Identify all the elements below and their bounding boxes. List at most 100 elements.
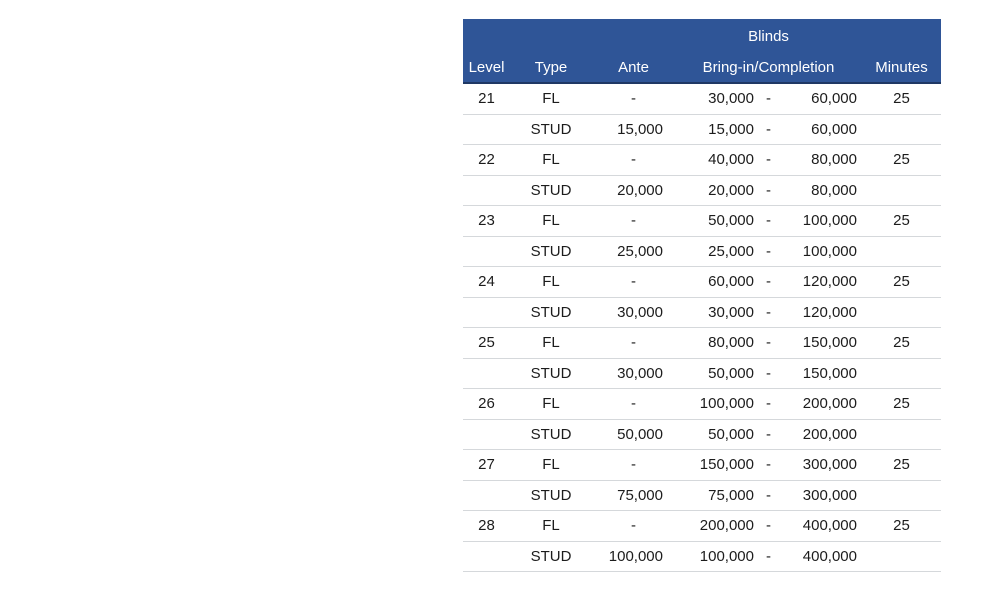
cell-bring-in-high: 150,000 — [802, 334, 857, 352]
table-body: 21 FL - 30,000 - 60,000 25 STUD 15,000 1… — [463, 84, 941, 572]
table-row: 28 FL - 200,000 - 400,000 25 — [463, 511, 941, 542]
table-row: STUD 50,000 50,000 - 200,000 — [463, 420, 941, 450]
cell-separator: - — [766, 90, 771, 108]
cell-bring-in-low: 20,000 — [708, 181, 754, 199]
cell-ante: - — [631, 273, 636, 291]
cell-separator: - — [766, 303, 771, 321]
cell-type: STUD — [530, 425, 572, 443]
cell-minutes: 25 — [893, 151, 910, 169]
cell-bring-in-high: 100,000 — [802, 212, 857, 230]
cell-separator: - — [766, 181, 771, 199]
cell-level: 27 — [478, 456, 495, 474]
cell-type: STUD — [530, 364, 572, 382]
cell-type: FL — [542, 395, 560, 413]
cell-type: STUD — [530, 303, 572, 321]
cell-minutes: 25 — [893, 273, 910, 291]
table-row: STUD 75,000 75,000 - 300,000 — [463, 481, 941, 511]
cell-separator: - — [766, 456, 771, 474]
cell-bring-in-high: 80,000 — [811, 181, 857, 199]
header-ante: Ante — [618, 59, 649, 76]
cell-bring-in-high: 300,000 — [802, 456, 857, 474]
cell-ante: 30,000 — [617, 303, 663, 321]
cell-ante: - — [631, 517, 636, 535]
cell-ante: - — [631, 90, 636, 108]
cell-bring-in-high: 200,000 — [802, 425, 857, 443]
cell-type: FL — [542, 151, 560, 169]
cell-bring-in-low: 40,000 — [708, 151, 754, 169]
cell-bring-in-low: 50,000 — [708, 364, 754, 382]
cell-separator: - — [766, 486, 771, 504]
cell-bring-in-high: 120,000 — [802, 273, 857, 291]
cell-bring-in-low: 60,000 — [708, 273, 754, 291]
cell-separator: - — [766, 120, 771, 138]
cell-minutes: 25 — [893, 90, 910, 108]
cell-ante: - — [631, 151, 636, 169]
cell-ante: 100,000 — [608, 547, 663, 565]
cell-ante: 30,000 — [617, 364, 663, 382]
cell-type: FL — [542, 90, 560, 108]
cell-bring-in-high: 400,000 — [802, 547, 857, 565]
cell-ante: - — [631, 212, 636, 230]
cell-ante: 50,000 — [617, 425, 663, 443]
cell-level: 21 — [478, 90, 495, 108]
cell-type: STUD — [530, 242, 572, 260]
cell-bring-in-low: 50,000 — [708, 212, 754, 230]
cell-bring-in-low: 75,000 — [708, 486, 754, 504]
table-row: STUD 20,000 20,000 - 80,000 — [463, 176, 941, 206]
table-row: STUD 100,000 100,000 - 400,000 — [463, 542, 941, 572]
cell-bring-in-high: 100,000 — [802, 242, 857, 260]
cell-bring-in-high: 60,000 — [811, 90, 857, 108]
cell-minutes: 25 — [893, 334, 910, 352]
cell-bring-in-high: 200,000 — [802, 395, 857, 413]
cell-level: 26 — [478, 395, 495, 413]
cell-bring-in-low: 30,000 — [708, 303, 754, 321]
table-row: STUD 30,000 30,000 - 120,000 — [463, 298, 941, 328]
cell-ante: 20,000 — [617, 181, 663, 199]
table-row: 27 FL - 150,000 - 300,000 25 — [463, 450, 941, 481]
cell-minutes: 25 — [893, 517, 910, 535]
cell-ante: 75,000 — [617, 486, 663, 504]
cell-separator: - — [766, 547, 771, 565]
cell-bring-in-low: 30,000 — [708, 90, 754, 108]
cell-separator: - — [766, 425, 771, 443]
table-row: STUD 15,000 15,000 - 60,000 — [463, 115, 941, 145]
cell-type: STUD — [530, 547, 572, 565]
cell-bring-in-low: 100,000 — [699, 395, 754, 413]
table-banner-row: Blinds — [463, 19, 941, 53]
cell-level: 25 — [478, 334, 495, 352]
cell-bring-in-high: 400,000 — [802, 517, 857, 535]
cell-type: FL — [542, 517, 560, 535]
cell-level: 28 — [478, 517, 495, 535]
cell-level: 22 — [478, 151, 495, 169]
cell-separator: - — [766, 517, 771, 535]
cell-ante: 25,000 — [617, 242, 663, 260]
cell-ante: - — [631, 334, 636, 352]
cell-type: STUD — [530, 486, 572, 504]
cell-bring-in-high: 60,000 — [811, 120, 857, 138]
table-header-row: Level Type Ante Bring-in/Completion Minu… — [463, 53, 941, 84]
table-row: 24 FL - 60,000 - 120,000 25 — [463, 267, 941, 298]
cell-minutes: 25 — [893, 395, 910, 413]
table-row: 21 FL - 30,000 - 60,000 25 — [463, 84, 941, 115]
blind-structure-table: Blinds Level Type Ante Bring-in/Completi… — [463, 19, 941, 572]
cell-bring-in-high: 120,000 — [802, 303, 857, 321]
cell-type: FL — [542, 456, 560, 474]
cell-type: FL — [542, 273, 560, 291]
cell-separator: - — [766, 242, 771, 260]
table-row: 26 FL - 100,000 - 200,000 25 — [463, 389, 941, 420]
header-minutes: Minutes — [875, 59, 928, 76]
cell-type: STUD — [530, 181, 572, 199]
cell-type: FL — [542, 212, 560, 230]
table-row: 25 FL - 80,000 - 150,000 25 — [463, 328, 941, 359]
cell-ante: - — [631, 456, 636, 474]
cell-level: 24 — [478, 273, 495, 291]
cell-separator: - — [766, 273, 771, 291]
cell-separator: - — [766, 395, 771, 413]
banner-blinds-label: Blinds — [748, 27, 789, 45]
cell-minutes: 25 — [893, 212, 910, 230]
cell-bring-in-high: 150,000 — [802, 364, 857, 382]
cell-separator: - — [766, 212, 771, 230]
cell-level: 23 — [478, 212, 495, 230]
cell-ante: 15,000 — [617, 120, 663, 138]
cell-bring-in-low: 50,000 — [708, 425, 754, 443]
